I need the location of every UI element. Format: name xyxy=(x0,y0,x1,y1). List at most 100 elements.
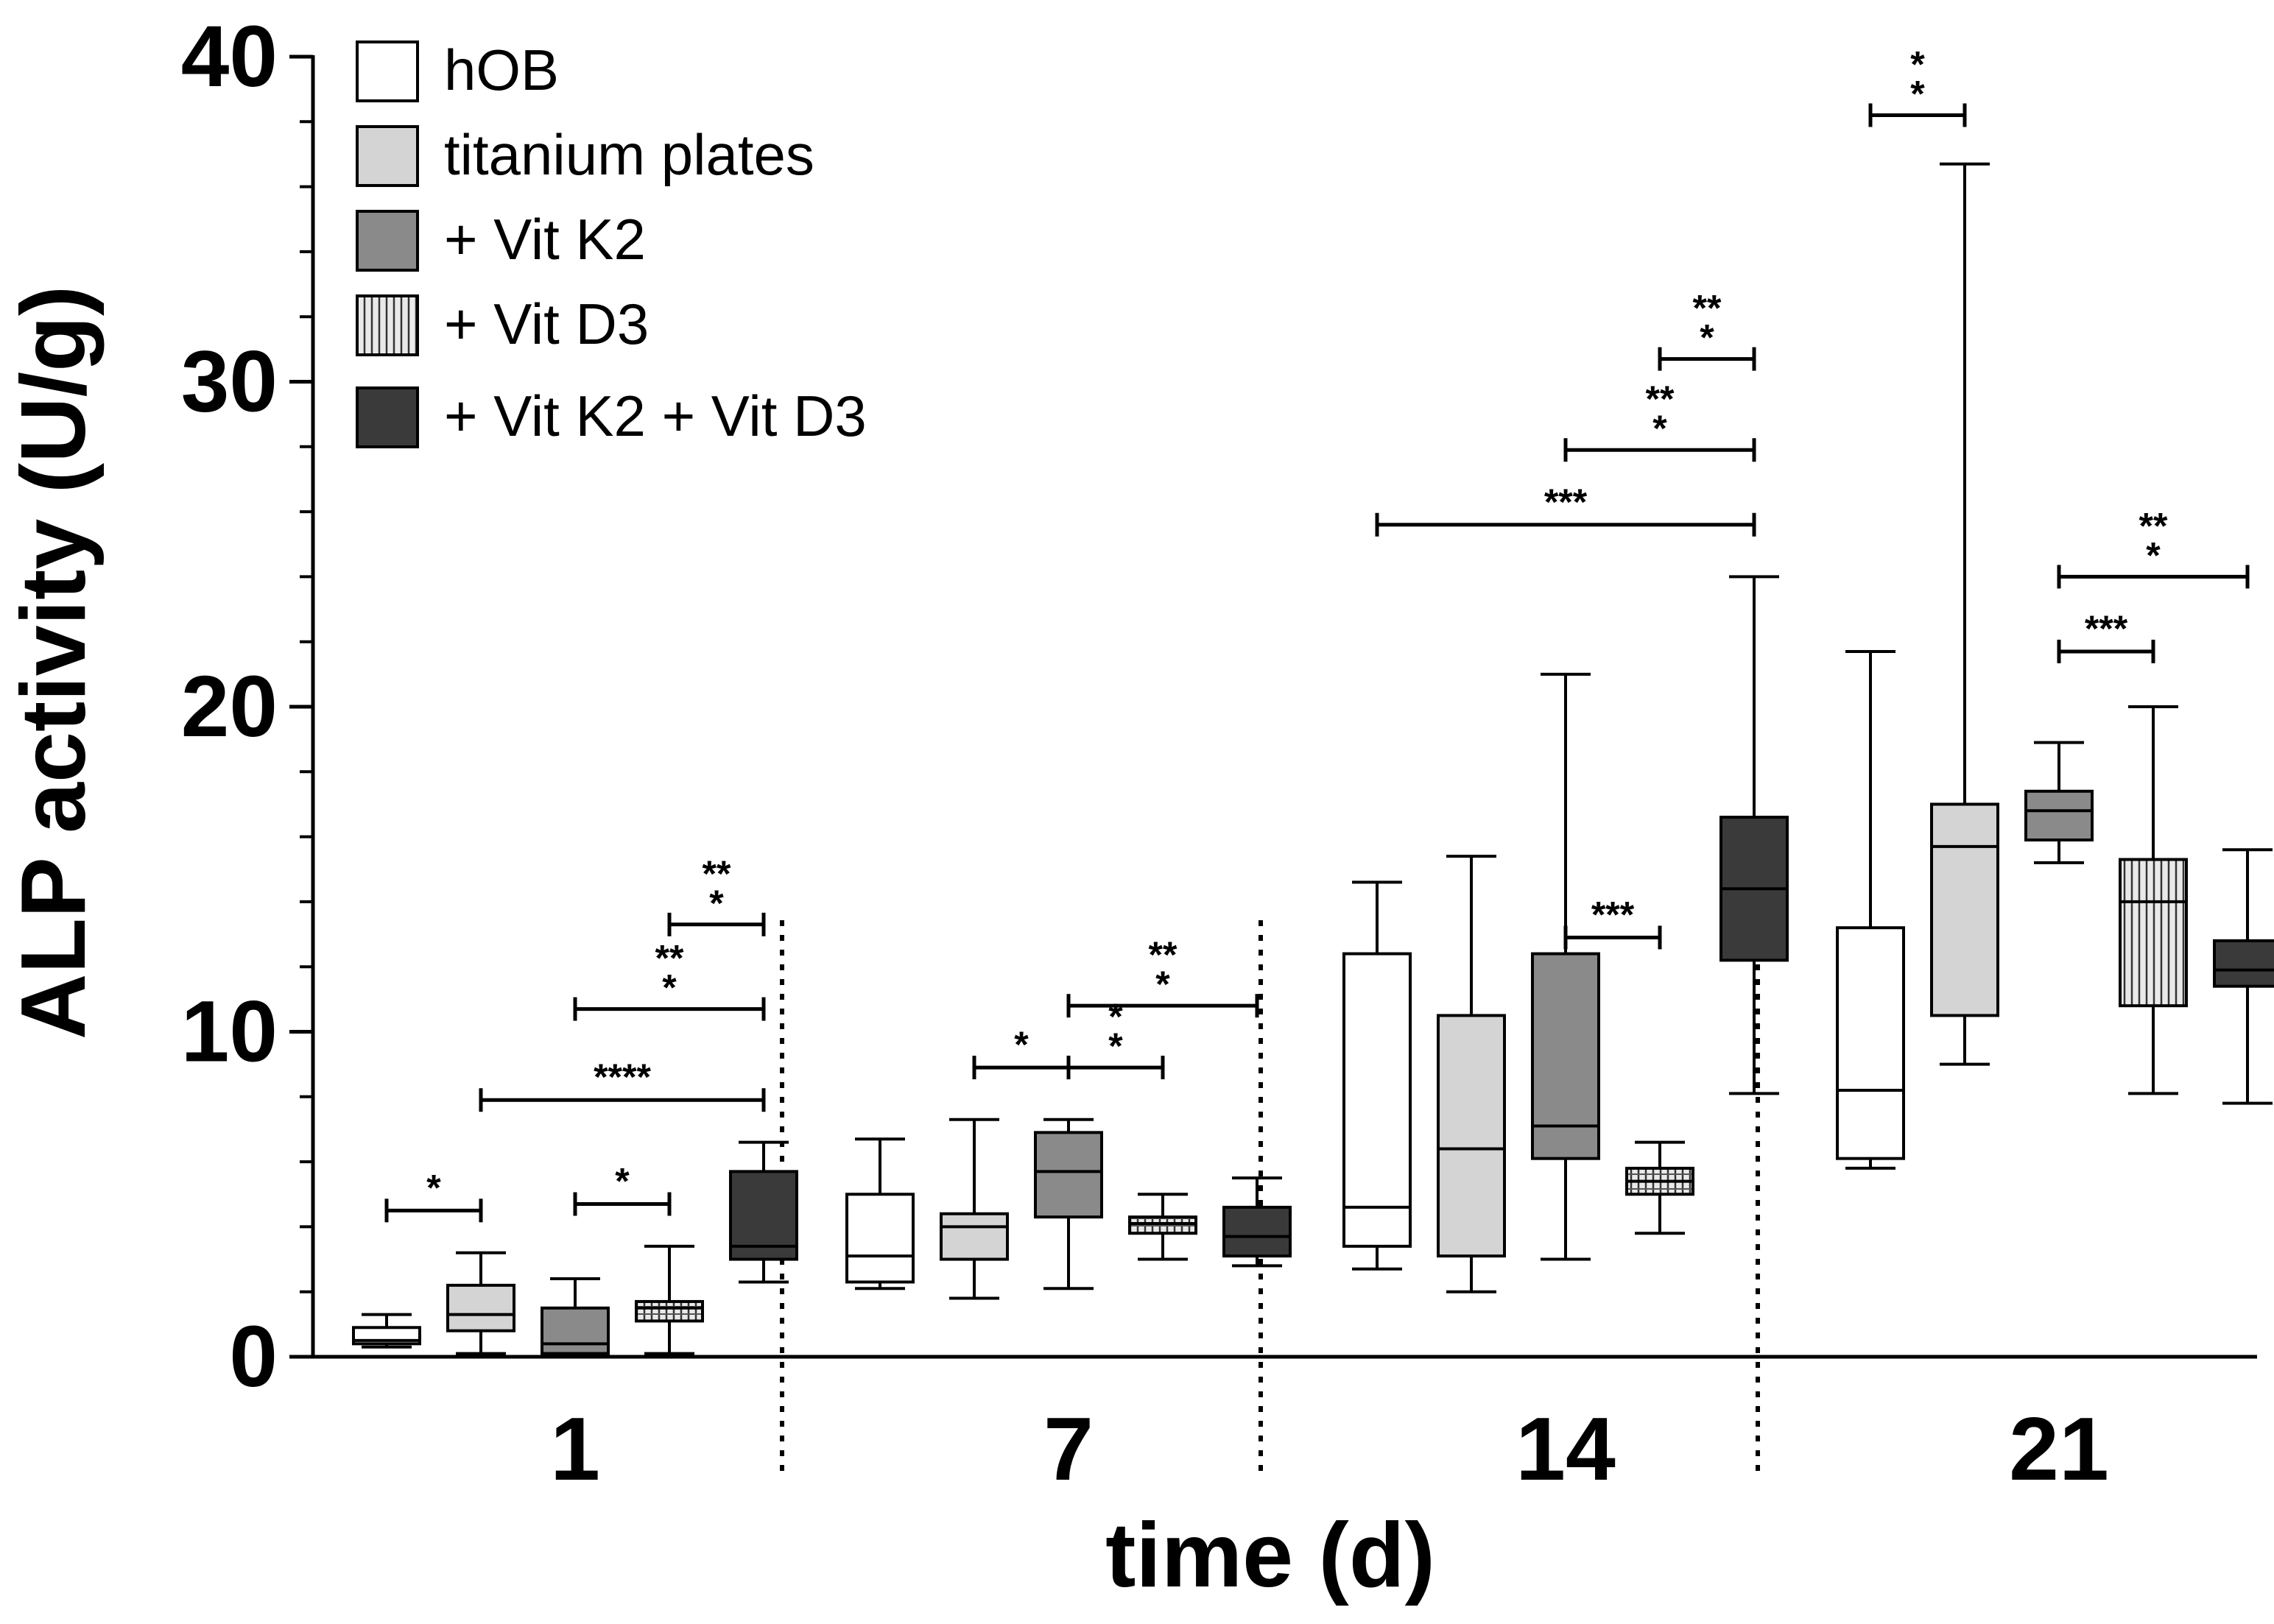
boxes-layer xyxy=(352,162,2274,1358)
box-iqr xyxy=(1930,802,1999,1017)
significance-label: * xyxy=(615,1160,630,1201)
legend-item-titanium-plates: titanium plates xyxy=(356,122,814,187)
box-1d-vit-d3 xyxy=(635,1244,704,1355)
legend-swatch xyxy=(356,386,419,448)
legend-item-vit-d3: + Vit D3 xyxy=(356,292,649,356)
significance-label: * xyxy=(1910,43,1925,85)
significance-bracket: ** xyxy=(1868,43,1967,127)
box-iqr xyxy=(1437,1014,1506,1258)
significance-bracket: *** xyxy=(1563,378,1756,462)
significance-bracket: *** xyxy=(667,853,766,936)
box-7d-vit-d3 xyxy=(1128,1193,1197,1261)
significance-bracket: *** xyxy=(1066,934,1259,1018)
significance-bracket: *** xyxy=(1563,894,1662,950)
box-iqr xyxy=(1531,952,1600,1160)
y-tick-label: 30 xyxy=(181,333,278,431)
significance-bracket: * xyxy=(573,1160,672,1216)
box-21d-vit-d3 xyxy=(2119,705,2188,1095)
x-category-label: 1 xyxy=(550,1399,600,1499)
legend-swatch xyxy=(356,125,419,187)
significance-label: ** xyxy=(655,938,684,979)
significance-label: * xyxy=(2146,534,2161,576)
significance-label: * xyxy=(1014,1024,1029,1065)
box-iqr xyxy=(1836,926,1905,1160)
significance-label: * xyxy=(1108,1025,1123,1067)
y-tick-label: 40 xyxy=(181,8,278,105)
box-14d-hob xyxy=(1342,880,1412,1271)
legend-item-hob: hOB xyxy=(356,38,559,102)
x-category-label: 7 xyxy=(1043,1399,1094,1499)
significance-label: ** xyxy=(1149,934,1178,975)
significance-bracket: * xyxy=(384,1167,483,1223)
significance-bracket: * xyxy=(972,1024,1071,1080)
significance-label: * xyxy=(426,1167,441,1208)
significance-label: *** xyxy=(1544,481,1588,523)
box-7d-titanium-plates xyxy=(940,1118,1009,1300)
box-iqr xyxy=(2119,858,2188,1008)
box-7d-hob xyxy=(845,1137,915,1291)
box-iqr xyxy=(2213,939,2274,988)
significance-label: *** xyxy=(2085,608,2128,649)
significance-label: ** xyxy=(2139,505,2168,546)
box-iqr xyxy=(1222,1205,1292,1258)
box-7d-vit-k2 xyxy=(1034,1118,1103,1291)
box-1d-vit-k2 xyxy=(541,1277,610,1358)
box-iqr xyxy=(845,1193,915,1284)
y-tick-label: 10 xyxy=(181,984,278,1081)
axes-layer: 0 10 20 30 40 1 7 14 21 xyxy=(181,8,2257,1499)
box-7d-vit-k2-vit-d3 xyxy=(1222,1176,1292,1268)
significance-layer: * ************************************* xyxy=(384,43,2250,1223)
significance-bracket: **** xyxy=(479,1056,766,1112)
significance-bracket: *** xyxy=(2057,608,2155,663)
box-iqr xyxy=(635,1299,704,1323)
significance-label: ** xyxy=(703,853,731,894)
box-21d-vit-k2-vit-d3 xyxy=(2213,848,2274,1105)
legend-item-vit-k2-vit-d3: + Vit K2 + Vit D3 xyxy=(356,384,867,448)
significance-label: * xyxy=(1910,73,1925,114)
box-21d-vit-k2 xyxy=(2024,741,2094,864)
box-14d-vit-d3 xyxy=(1625,1140,1694,1235)
significance-bracket: *** xyxy=(2057,505,2250,589)
box-1d-hob xyxy=(352,1313,421,1349)
significance-label: * xyxy=(709,883,724,924)
x-axis-title: time (d) xyxy=(1105,1505,1435,1606)
y-axis-title: ALP activity (U/g) xyxy=(3,286,105,1039)
legend-label: + Vit K2 + Vit D3 xyxy=(444,384,867,448)
legend-label: + Vit D3 xyxy=(444,292,649,356)
box-14d-vit-k2-vit-d3 xyxy=(1719,575,1789,1095)
legend-swatch xyxy=(356,40,419,102)
box-iqr xyxy=(2024,789,2094,842)
box-iqr xyxy=(1128,1215,1197,1235)
box-iqr xyxy=(541,1306,610,1355)
y-tick-label: 0 xyxy=(229,1308,278,1405)
x-category-label: 21 xyxy=(2009,1399,2109,1499)
significance-label: * xyxy=(1652,408,1667,449)
box-iqr xyxy=(940,1212,1009,1261)
significance-label: * xyxy=(1700,317,1714,359)
significance-label: *** xyxy=(1591,894,1635,935)
legend-swatch xyxy=(356,294,419,356)
significance-label: * xyxy=(662,967,677,1009)
significance-bracket: *** xyxy=(1375,481,1756,537)
x-category-label: 14 xyxy=(1516,1399,1616,1499)
y-tick-label: 20 xyxy=(181,658,278,755)
legend-label: hOB xyxy=(444,38,559,102)
box-1d-titanium-plates xyxy=(446,1251,515,1355)
significance-label: ** xyxy=(1693,288,1722,329)
significance-bracket: *** xyxy=(573,938,766,1021)
box-14d-vit-k2 xyxy=(1531,672,1600,1261)
box-iqr xyxy=(1034,1131,1103,1219)
box-iqr xyxy=(729,1170,798,1261)
legend-label: titanium plates xyxy=(444,122,814,187)
legend-label: + Vit K2 xyxy=(444,207,646,272)
significance-label: * xyxy=(1155,964,1170,1005)
legend: hOB titanium plates + Vit K2 + Vit D3 + Vit … xyxy=(356,38,867,448)
significance-bracket: ** xyxy=(1066,996,1165,1080)
box-iqr xyxy=(1342,952,1412,1248)
legend-swatch xyxy=(356,210,419,272)
box-21d-titanium-plates xyxy=(1930,162,1999,1066)
box-1d-vit-k2-vit-d3 xyxy=(729,1140,798,1284)
significance-bracket: *** xyxy=(1658,288,1756,371)
